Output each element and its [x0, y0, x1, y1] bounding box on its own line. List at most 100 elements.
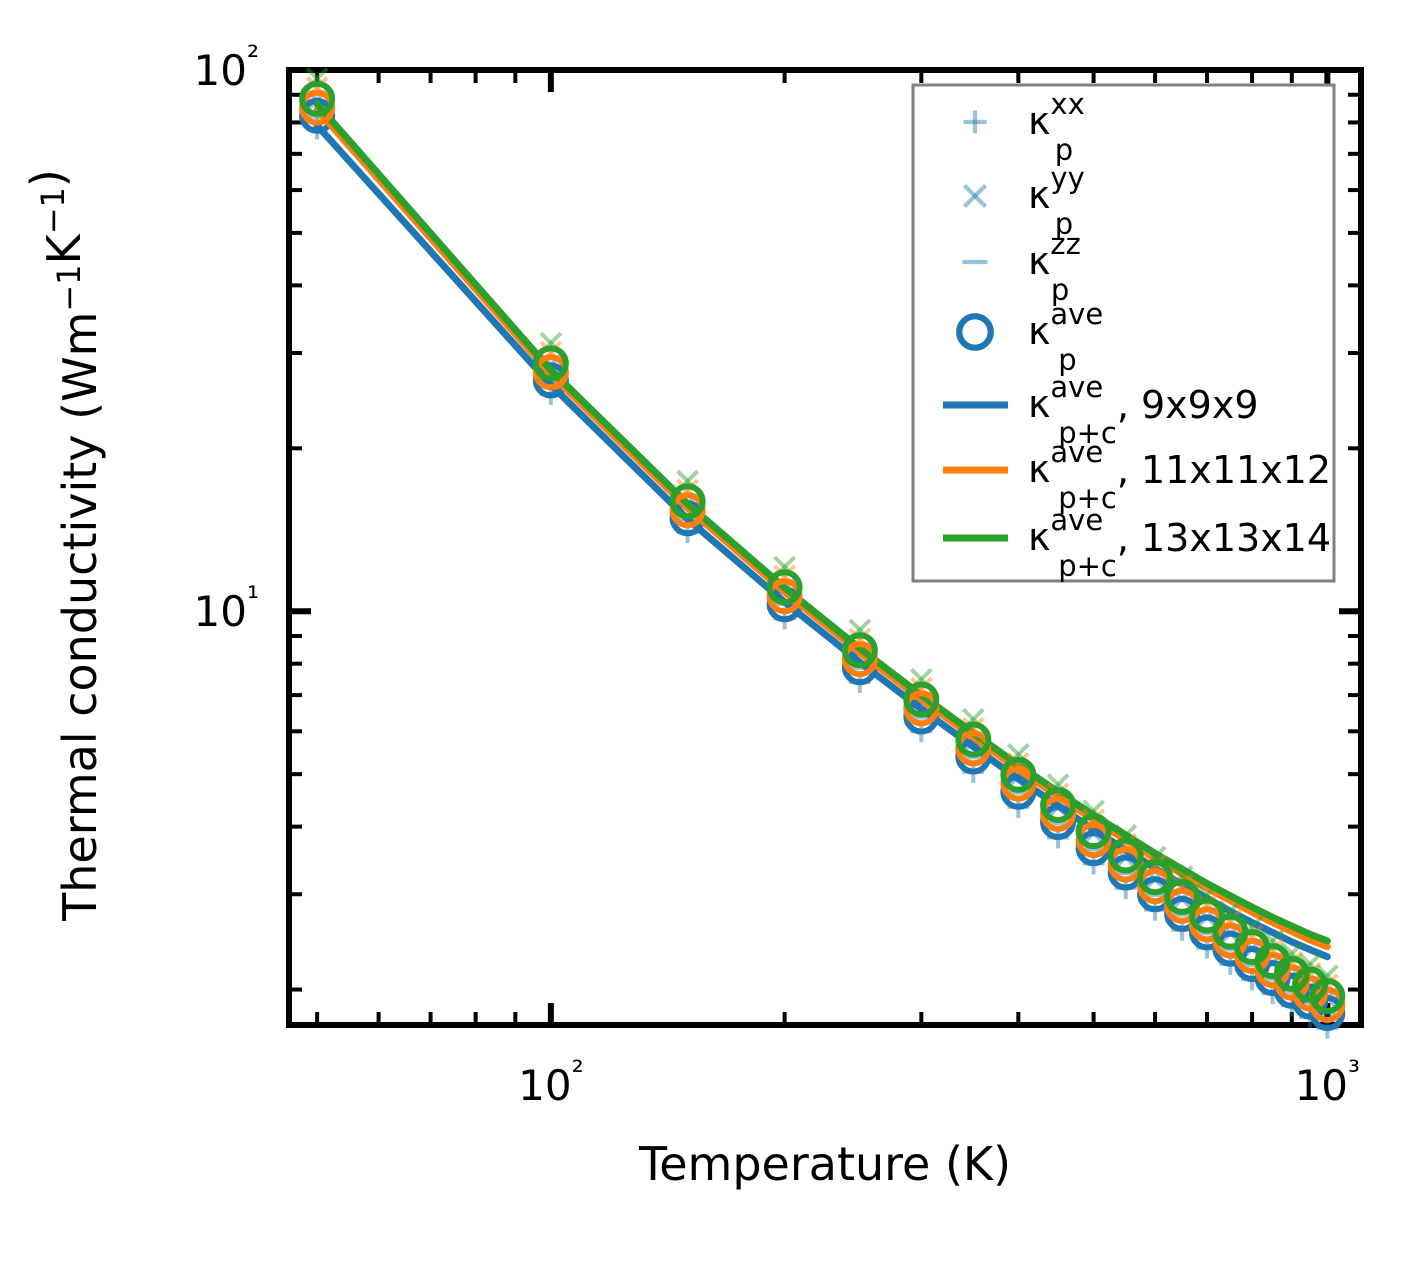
data-marker-x	[1143, 845, 1167, 869]
data-marker-x	[1280, 942, 1304, 965]
data-marker-x	[1046, 782, 1070, 806]
data-marker-x	[848, 618, 872, 642]
data-marker-circle	[1273, 955, 1310, 992]
data-marker-x	[1240, 924, 1264, 948]
data-marker-x	[961, 716, 985, 740]
legend-label: κyy p	[1028, 161, 1085, 241]
data-marker-x	[305, 67, 329, 90]
axis-tick-labels: 10² 10³ 10¹ 10²	[194, 40, 1361, 1110]
legend-label: κave p	[1028, 297, 1103, 377]
data-marker-x	[773, 555, 797, 579]
data-marker-x	[1170, 865, 1194, 888]
axes-frame	[286, 67, 1364, 1028]
data-marker-x	[1170, 874, 1194, 897]
data-marker-circle	[903, 681, 940, 718]
data-marker-x	[961, 707, 985, 731]
data-marker-x	[1298, 952, 1322, 976]
data-marker-x	[1114, 823, 1138, 847]
data-marker-x	[963, 184, 987, 208]
legend-entry-0[interactable]: κxx p	[963, 87, 1085, 167]
data-marker-x	[1006, 743, 1030, 766]
data-marker-x	[1046, 773, 1070, 797]
data-marker-x	[1143, 854, 1167, 878]
data-marker-x	[1143, 845, 1167, 869]
data-marker-x	[848, 618, 872, 642]
data-marker-x	[1082, 808, 1106, 832]
data-marker-x	[1006, 743, 1030, 766]
data-marker-x	[1261, 929, 1284, 953]
data-marker-x	[676, 478, 700, 502]
data-marker-x	[305, 76, 329, 99]
data-marker-x	[963, 184, 987, 208]
data-marker-x	[1082, 799, 1106, 823]
data-marker-circle	[1040, 786, 1077, 823]
data-marker-x	[1195, 883, 1219, 907]
data-marker-x	[961, 707, 985, 731]
x-tick-label: 10²	[518, 1055, 583, 1110]
data-marker-x	[1218, 908, 1242, 932]
data-marker-x	[1046, 782, 1070, 806]
data-marker-x	[305, 67, 329, 90]
data-marker-x	[1218, 899, 1242, 923]
data-marker-x	[676, 469, 700, 493]
data-marker-x	[1114, 832, 1138, 856]
legend-entry-4[interactable]: κave p+c, 9x9x9	[943, 370, 1259, 450]
data-marker-x	[1082, 799, 1106, 823]
legend-entry-6[interactable]: κave p+c, 13x13x14	[943, 503, 1331, 583]
data-marker-x	[1114, 832, 1138, 856]
y-axis-label: Thermal conductivity (Wm−1K−1)	[21, 169, 107, 922]
legend-entry-1[interactable]: κyy p	[963, 161, 1085, 241]
data-marker-x	[1114, 823, 1138, 847]
series-markers-2ca02c	[299, 67, 1346, 1015]
data-marker-x	[773, 564, 797, 588]
data-marker-x	[909, 667, 933, 691]
data-marker-circle	[1000, 756, 1037, 793]
data-marker-x	[1280, 942, 1304, 965]
data-marker-circle	[955, 721, 992, 758]
legend-entry-3[interactable]: κave p	[956, 297, 1103, 377]
data-marker-x	[1218, 899, 1242, 923]
legend-label: κave p+c, 13x13x14	[1028, 503, 1331, 583]
data-marker-circle	[532, 345, 569, 382]
data-marker-circle	[841, 632, 878, 669]
data-marker-circle	[1309, 978, 1346, 1015]
legend-label: κave p+c, 9x9x9	[1028, 370, 1259, 450]
data-marker-x	[1195, 883, 1219, 907]
legend-label: κzz p	[1028, 227, 1081, 307]
data-marker-x	[1261, 929, 1284, 953]
data-marker-x	[1240, 915, 1264, 939]
y-tick-label: 10²	[194, 40, 259, 95]
x-tick-label: 10³	[1295, 1055, 1360, 1110]
data-marker-x	[773, 555, 797, 579]
data-marker-x	[909, 676, 933, 700]
data-marker-x	[1298, 952, 1322, 976]
data-marker-x	[1082, 808, 1106, 832]
data-marker-x	[1315, 964, 1339, 988]
data-marker-x	[1195, 892, 1219, 916]
data-marker-x	[539, 340, 563, 364]
data-marker-x	[1046, 773, 1070, 797]
data-marker-x	[848, 627, 872, 651]
data-marker-circle	[299, 80, 336, 117]
data-marker-x	[961, 716, 985, 740]
data-marker-circle	[1189, 897, 1226, 934]
data-marker-x	[305, 76, 329, 99]
legend-entry-2[interactable]: κzz p	[962, 227, 1081, 307]
data-marker-x	[539, 340, 563, 364]
data-marker-circle	[1107, 837, 1144, 874]
data-marker-x	[1240, 915, 1264, 939]
data-marker-circle	[1075, 813, 1112, 850]
data-marker-x	[1006, 751, 1030, 775]
svg-text:Thermal conductivity (Wm−1K−1): Thermal conductivity (Wm−1K−1)	[21, 169, 107, 922]
data-marker-x	[1315, 964, 1339, 988]
data-marker-circle	[956, 313, 994, 351]
data-series-layer	[299, 67, 1346, 1039]
data-marker-x	[539, 331, 563, 355]
data-marker-x	[1195, 892, 1219, 916]
y-tick-label: 10¹	[194, 581, 259, 636]
data-marker-circle	[669, 483, 706, 520]
legend-entry-5[interactable]: κave p+c, 11x11x12	[943, 435, 1331, 515]
